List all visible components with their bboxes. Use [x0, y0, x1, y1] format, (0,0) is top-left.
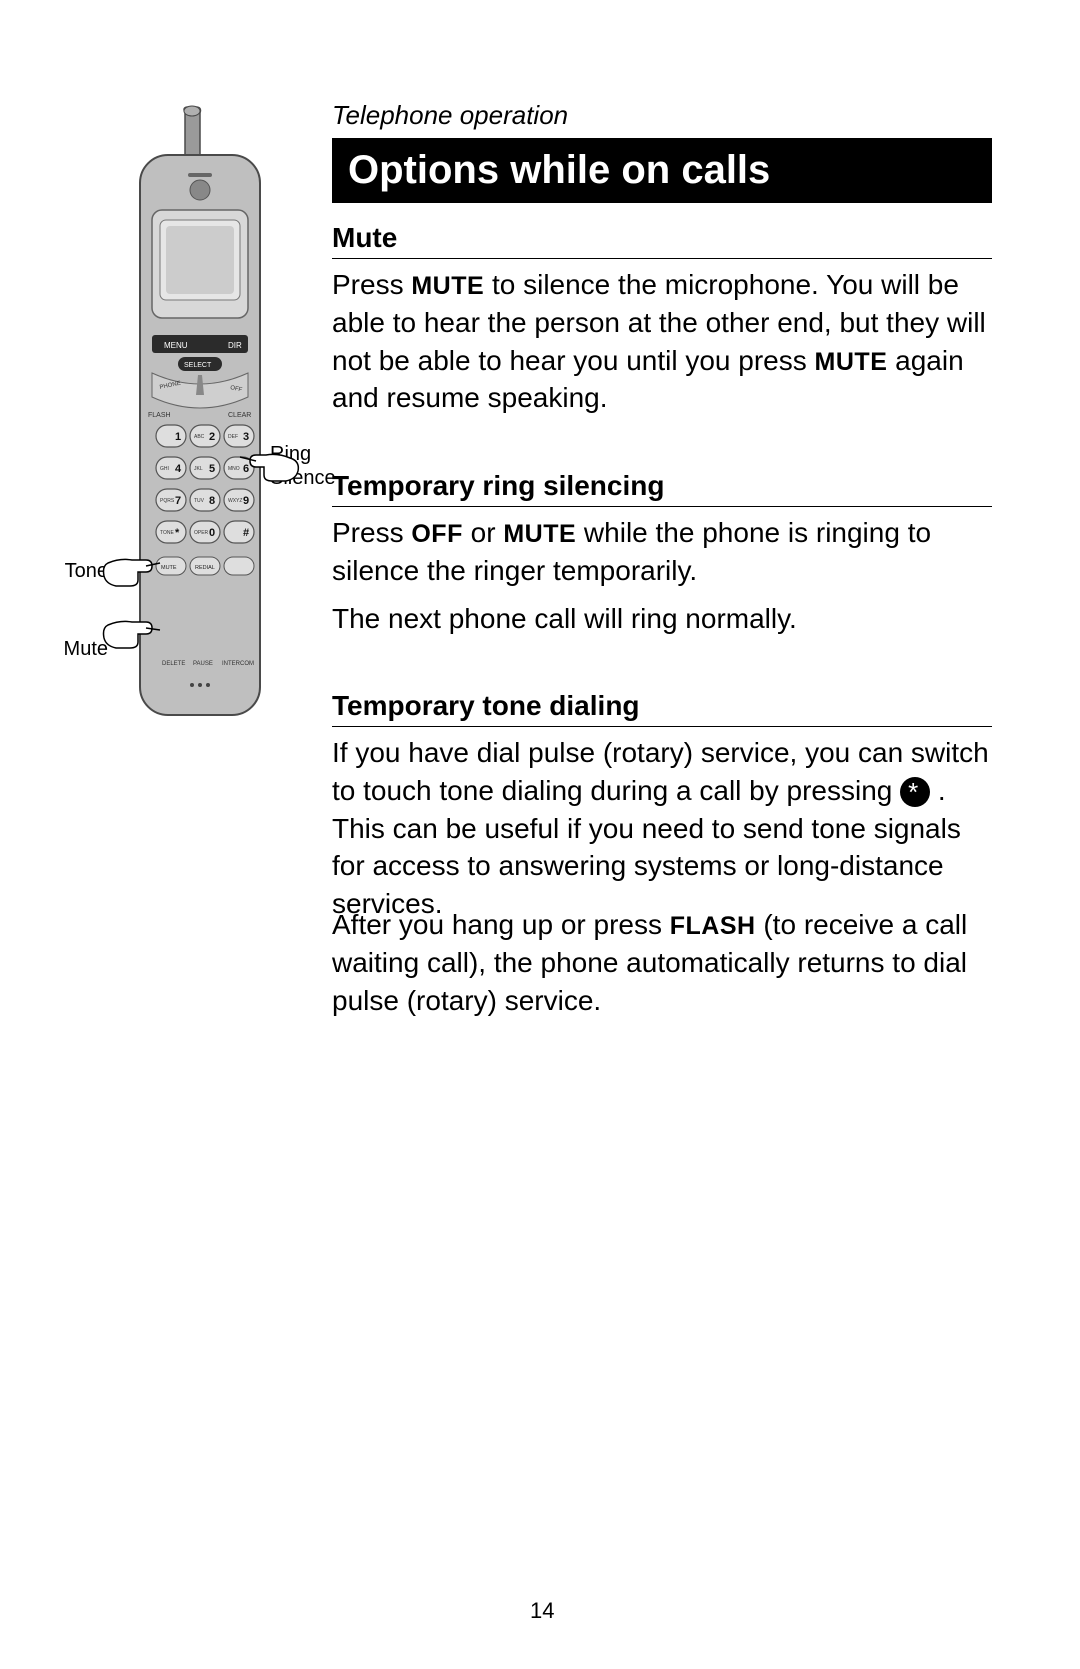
svg-text:INTERCOM: INTERCOM — [222, 661, 254, 667]
para-ring-1: Press OFF or MUTE while the phone is rin… — [332, 514, 992, 590]
svg-text:*: * — [175, 527, 180, 539]
svg-text:MUTE: MUTE — [161, 565, 177, 571]
svg-text:4: 4 — [175, 463, 182, 475]
subtitle-mute: Mute — [332, 222, 992, 259]
svg-text:DIR: DIR — [228, 341, 242, 350]
svg-text:WXYZ: WXYZ — [228, 498, 242, 504]
svg-text:#: # — [243, 527, 249, 539]
svg-text:3: 3 — [243, 431, 249, 443]
svg-text:CLEAR: CLEAR — [228, 412, 251, 419]
para-tone-2: After you hang up or press FLASH (to rec… — [332, 906, 992, 1019]
page-number: 14 — [530, 1598, 554, 1624]
section-header: Telephone operation — [332, 100, 568, 131]
svg-text:DELETE: DELETE — [162, 661, 185, 667]
star-tone-icon — [900, 777, 930, 807]
para-tone-1: If you have dial pulse (rotary) service,… — [332, 734, 992, 923]
svg-text:TONE: TONE — [160, 530, 174, 536]
svg-text:REDIAL: REDIAL — [195, 565, 215, 571]
subtitle-tone-dialing: Temporary tone dialing — [332, 690, 992, 727]
svg-text:PQRS: PQRS — [160, 498, 175, 504]
subtitle-ring-silencing: Temporary ring silencing — [332, 470, 992, 507]
svg-text:2: 2 — [209, 431, 215, 443]
svg-text:ABC: ABC — [194, 434, 205, 440]
svg-text:JKL: JKL — [194, 466, 203, 472]
para-ring-2: The next phone call will ring normally. — [332, 600, 992, 638]
svg-text:9: 9 — [243, 495, 249, 507]
para-mute-1: Press MUTE to silence the microphone. Yo… — [332, 266, 992, 417]
svg-text:8: 8 — [209, 495, 215, 507]
svg-text:5: 5 — [209, 463, 215, 475]
svg-text:MNO: MNO — [228, 466, 240, 472]
phone-diagram: MENU DIR SELECT PHONE OFF FLASH CLEAR 1A… — [90, 105, 300, 735]
svg-text:0: 0 — [209, 527, 215, 539]
svg-text:GHI: GHI — [160, 466, 169, 472]
svg-text:SELECT: SELECT — [184, 362, 212, 369]
page-title: Options while on calls — [332, 138, 992, 203]
svg-text:FLASH: FLASH — [148, 412, 171, 419]
svg-text:6: 6 — [243, 463, 249, 475]
svg-text:OPER: OPER — [194, 530, 209, 536]
svg-text:MENU: MENU — [164, 341, 188, 350]
svg-text:TUV: TUV — [194, 498, 205, 504]
svg-text:PAUSE: PAUSE — [193, 661, 213, 667]
svg-text:1: 1 — [175, 431, 181, 443]
svg-text:7: 7 — [175, 495, 181, 507]
page: Telephone operation Options while on cal… — [0, 0, 1080, 1669]
svg-text:DEF: DEF — [228, 434, 238, 440]
